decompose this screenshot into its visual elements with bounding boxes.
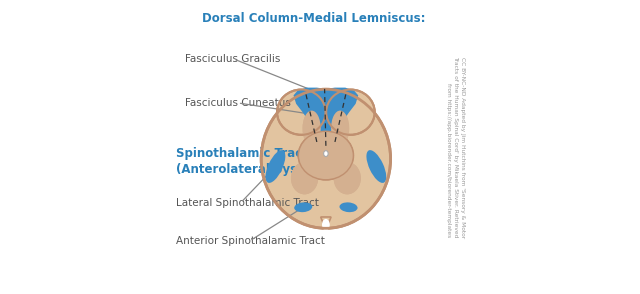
Ellipse shape	[326, 90, 374, 135]
Text: Fasciculus Cuneatus: Fasciculus Cuneatus	[185, 98, 291, 108]
Text: CC BY-NC-ND Adapted by Jim Hutchins from 'Sensory & Motor
Tracts of the Human Sp: CC BY-NC-ND Adapted by Jim Hutchins from…	[446, 56, 465, 238]
Polygon shape	[317, 115, 335, 146]
Ellipse shape	[333, 162, 361, 194]
Ellipse shape	[324, 151, 328, 156]
Text: Spinothalamic Tracts
(Anterolateral System):: Spinothalamic Tracts (Anterolateral Syst…	[176, 147, 333, 176]
Ellipse shape	[266, 150, 285, 183]
Ellipse shape	[298, 131, 353, 180]
Polygon shape	[294, 88, 358, 153]
Ellipse shape	[333, 162, 361, 194]
Text: Lateral Spinothalamic Tract: Lateral Spinothalamic Tract	[176, 198, 319, 208]
Ellipse shape	[322, 219, 330, 230]
Ellipse shape	[294, 202, 312, 212]
Ellipse shape	[291, 162, 318, 194]
Ellipse shape	[303, 111, 321, 146]
Ellipse shape	[261, 89, 390, 228]
Text: Fasciculus Gracilis: Fasciculus Gracilis	[185, 54, 280, 64]
Ellipse shape	[277, 90, 326, 135]
Polygon shape	[321, 217, 331, 227]
Ellipse shape	[331, 111, 349, 146]
Ellipse shape	[303, 111, 321, 146]
Ellipse shape	[367, 150, 386, 183]
Text: Anterior Spinothalamic Tract: Anterior Spinothalamic Tract	[176, 236, 325, 246]
Text: Dorsal Column-Medial Lemniscus:: Dorsal Column-Medial Lemniscus:	[202, 12, 426, 25]
Ellipse shape	[339, 202, 358, 212]
Ellipse shape	[298, 131, 353, 180]
Ellipse shape	[291, 162, 318, 194]
Ellipse shape	[331, 111, 349, 146]
